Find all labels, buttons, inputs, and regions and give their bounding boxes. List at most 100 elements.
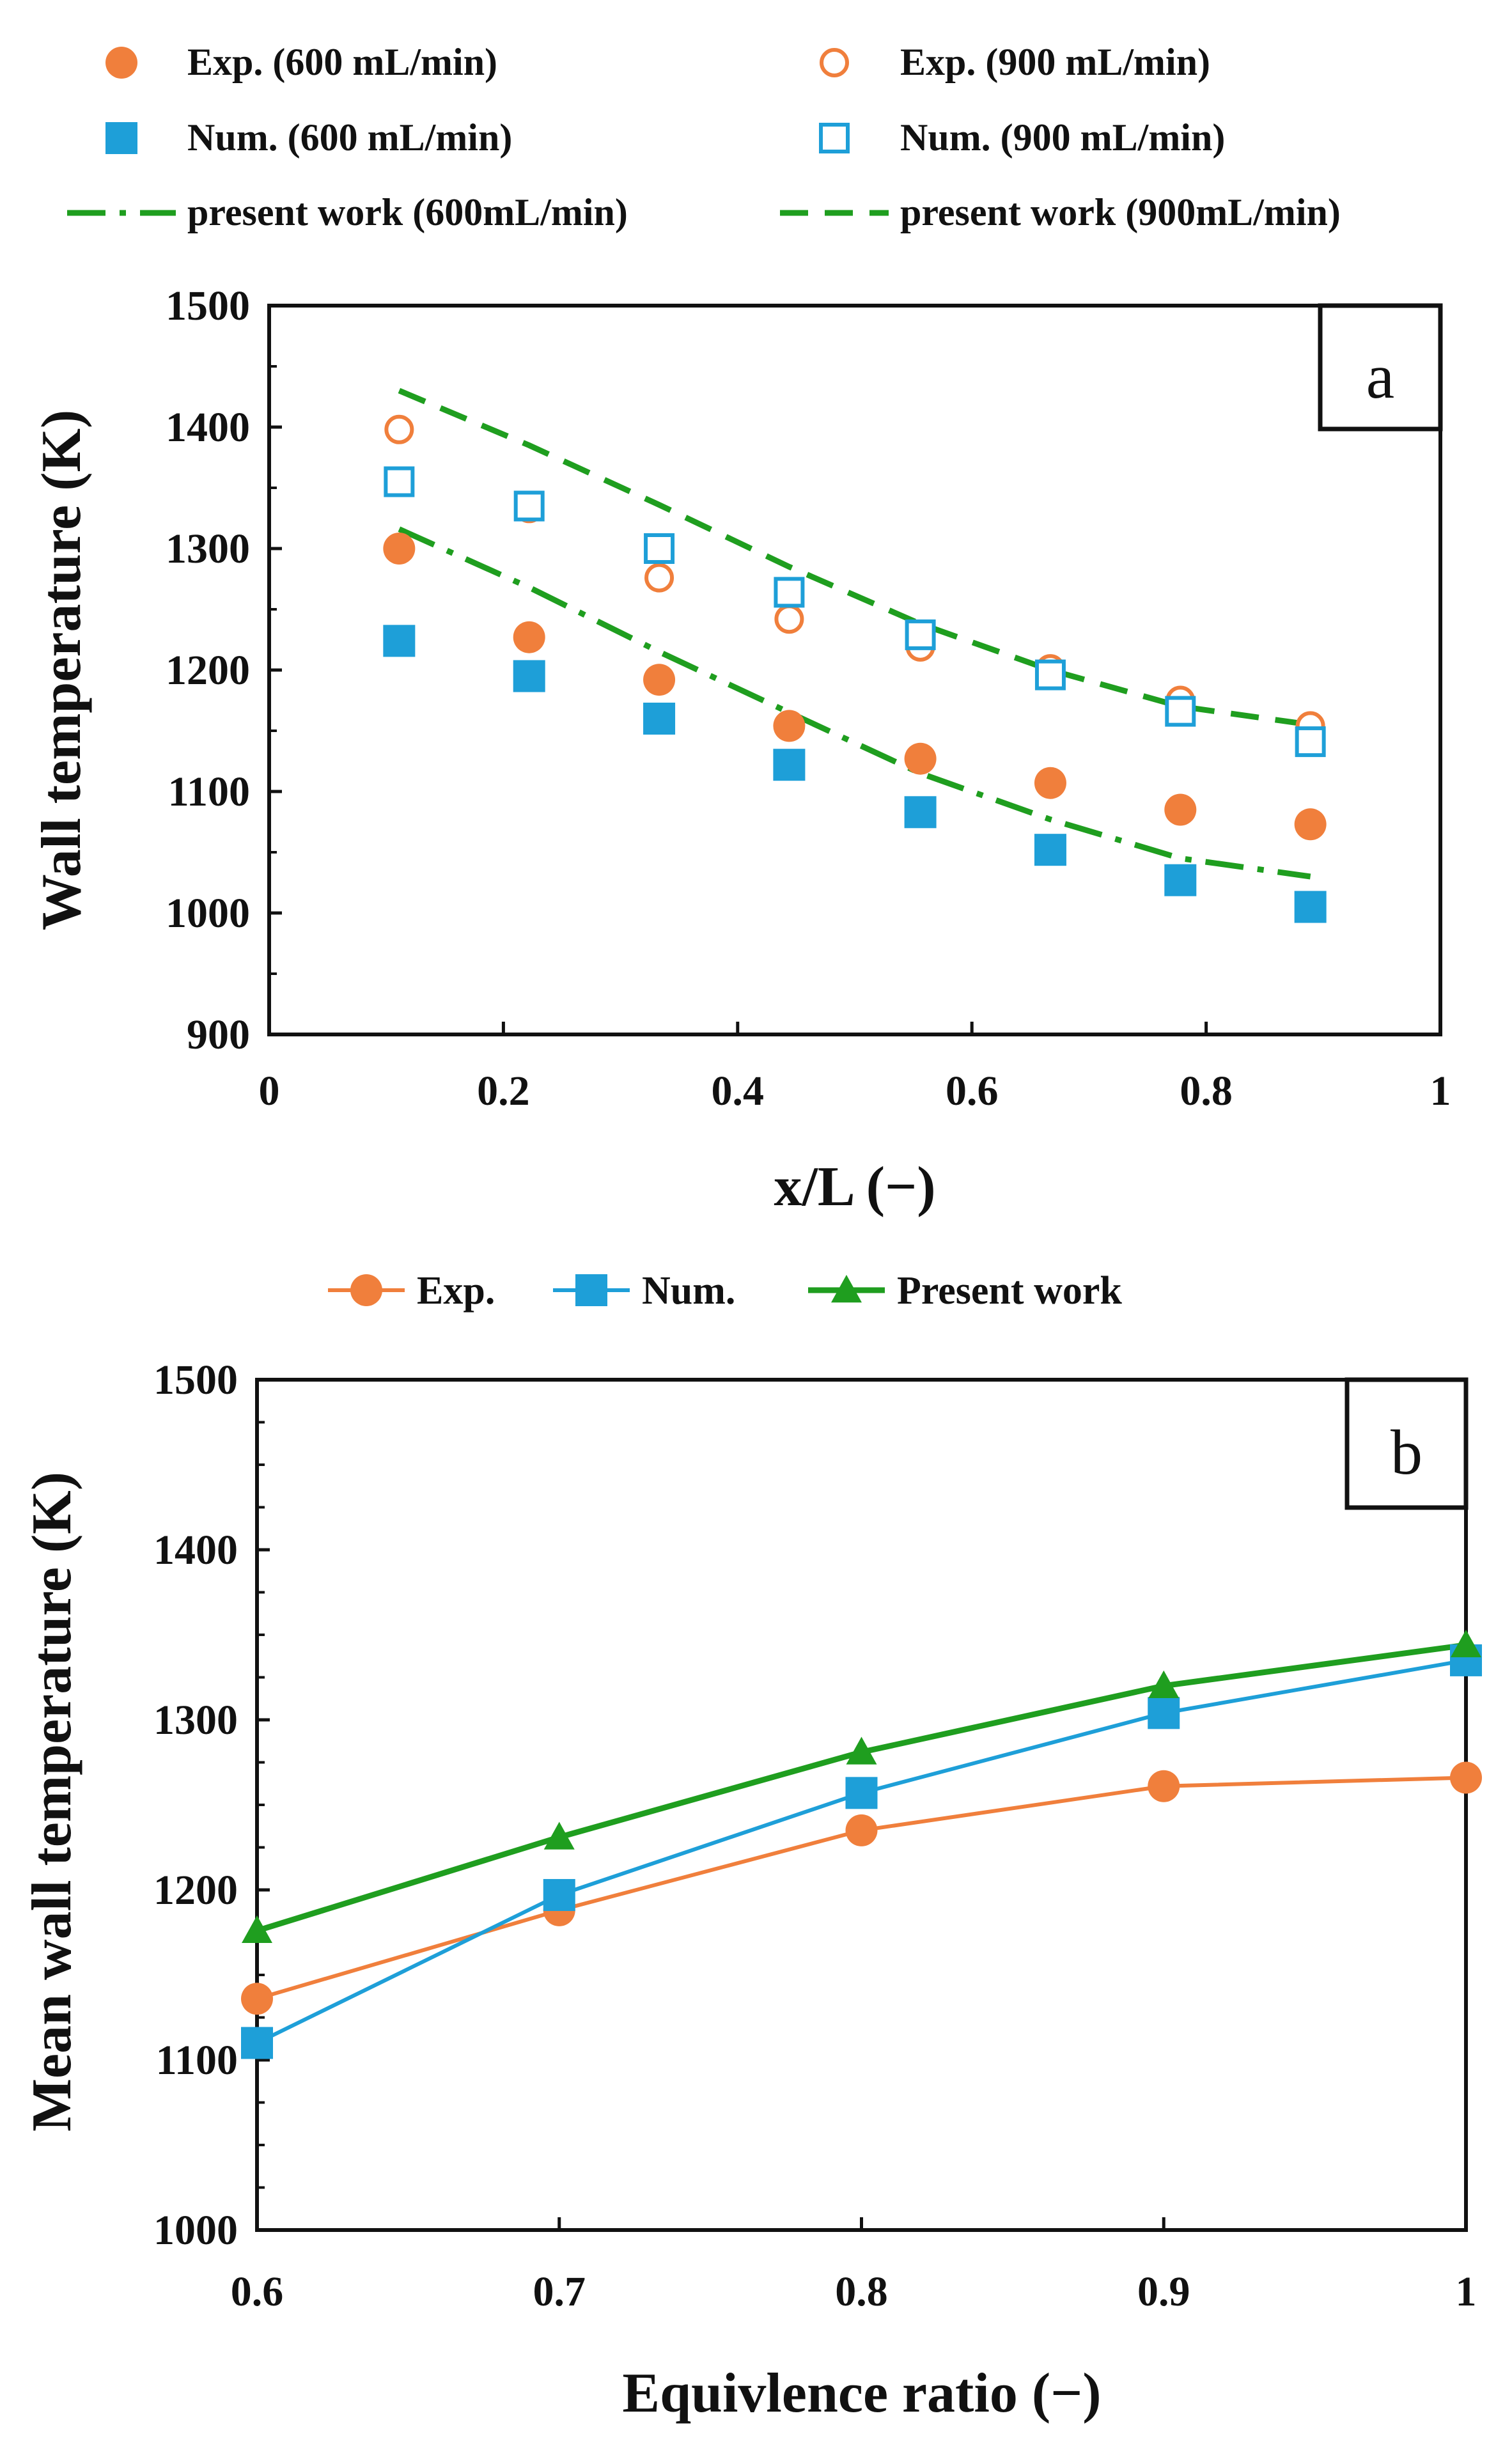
data-point-exp900 xyxy=(384,414,414,444)
legend-label-num: Num. xyxy=(642,1269,735,1313)
legend-symbol-exp xyxy=(328,1274,405,1306)
legend-item-exp: Exp. xyxy=(328,1269,495,1313)
y-tick-label-a: 1000 xyxy=(166,890,250,937)
x-tick-label-a: 1 xyxy=(1430,1068,1451,1114)
x-tick-label-b: 1 xyxy=(1456,2268,1477,2315)
data-point-present xyxy=(1451,1629,1481,1658)
data-point-exp600 xyxy=(1294,808,1327,841)
legend-item-pw600: present work (600mL/min) xyxy=(67,191,628,233)
x-tick-label-b: 0.6 xyxy=(231,2268,284,2315)
legend-a: Exp. (600 mL/min) Exp. (900 mL/min) Num.… xyxy=(67,41,1341,233)
legend-label-exp: Exp. xyxy=(417,1269,495,1313)
legend-label-exp600: Exp. (600 mL/min) xyxy=(187,41,497,83)
data-point-exp xyxy=(1148,1770,1180,1802)
data-point-present xyxy=(242,1915,272,1944)
data-point-num900 xyxy=(905,619,936,650)
legend-label-pw600: present work (600mL/min) xyxy=(187,191,628,233)
y-axis-ticks-a: 900 1000 1100 1200 1300 1400 1500 xyxy=(166,283,282,1058)
x-tick-label-a: 0.2 xyxy=(477,1068,530,1114)
legend-marker-exp600 xyxy=(105,47,137,79)
legend-item-num: Num. xyxy=(553,1269,735,1313)
panel-label-box-b xyxy=(1344,1377,1469,1510)
series-line-exp xyxy=(256,1775,1467,2001)
data-point-num600 xyxy=(643,703,676,735)
data-point-exp xyxy=(241,1983,273,2015)
data-point-num900 xyxy=(1295,726,1326,758)
legend-label-exp900: Exp. (900 mL/min) xyxy=(900,41,1210,83)
x-axis-title-b: Equivlence ratio (−) xyxy=(622,2362,1101,2424)
data-point-num900 xyxy=(384,466,415,497)
legend-symbol-exp600 xyxy=(105,47,137,79)
legend-b: Exp. Num. Present work xyxy=(328,1269,1122,1313)
legend-marker-num600 xyxy=(105,122,137,154)
y-tick-label-a: 1500 xyxy=(166,283,250,329)
legend-symbol-exp900 xyxy=(820,48,849,77)
y-tick-label-b: 1100 xyxy=(156,2037,238,2084)
legend-item-exp900: Exp. (900 mL/min) xyxy=(820,41,1210,83)
series-line-num xyxy=(256,1658,1467,2045)
y-tick-label-a: 1200 xyxy=(166,647,250,694)
data-series-a xyxy=(383,387,1327,923)
y-tick-label-b: 1200 xyxy=(153,1867,238,1914)
series-line-pw900 xyxy=(398,387,1311,728)
legend-item-pw900: present work (900mL/min) xyxy=(780,191,1341,233)
legend-marker-num900 xyxy=(819,123,850,153)
data-point-exp xyxy=(1450,1761,1482,1794)
data-point-exp600 xyxy=(1034,767,1066,799)
legend-item-present: Present work xyxy=(808,1269,1122,1313)
x-tick-label-a: 0 xyxy=(259,1068,280,1114)
legend-symbol-num900 xyxy=(819,123,850,153)
y-axis-title-b: Mean wall temperature (K) xyxy=(21,1472,83,2132)
data-point-num600 xyxy=(1294,891,1327,923)
legend-label-present: Present work xyxy=(897,1269,1122,1313)
data-point-num900 xyxy=(1165,696,1196,727)
y-tick-label-a: 1300 xyxy=(166,526,250,572)
x-axis-title-a: x/L (−) xyxy=(774,1156,935,1218)
data-point-exp600 xyxy=(1164,793,1197,826)
y-tick-label-b: 1300 xyxy=(153,1697,238,1743)
data-point-exp600 xyxy=(643,664,676,696)
data-point-num600 xyxy=(1164,864,1197,896)
data-series-b xyxy=(241,1629,1482,2059)
data-point-exp600 xyxy=(383,533,416,565)
panel-label-a: a xyxy=(1366,341,1394,412)
x-tick-label-a: 0.6 xyxy=(946,1068,999,1114)
data-point-num900 xyxy=(1034,659,1066,690)
y-tick-label-a: 1100 xyxy=(168,768,250,815)
plot-frame-a xyxy=(267,304,1442,1036)
x-tick-label-b: 0.8 xyxy=(835,2268,888,2315)
data-point-num xyxy=(1148,1697,1180,1729)
y-tick-label-b: 1500 xyxy=(153,1357,238,1403)
data-point-num600 xyxy=(513,660,545,692)
y-tick-label-a: 900 xyxy=(187,1011,250,1058)
panel-a-chart: Exp. (600 mL/min) Exp. (900 mL/min) Num.… xyxy=(31,41,1451,1218)
legend-symbol-num xyxy=(553,1274,630,1306)
data-point-exp900 xyxy=(644,563,674,593)
data-point-present xyxy=(1148,1670,1180,1698)
legend-item-num600: Num. (600 mL/min) xyxy=(105,116,512,159)
legend-marker-exp900 xyxy=(820,48,849,77)
x-tick-label-a: 0.8 xyxy=(1180,1068,1233,1114)
data-point-num900 xyxy=(774,577,805,608)
data-point-num600 xyxy=(904,796,937,829)
legend-item-num900: Num. (900 mL/min) xyxy=(819,116,1225,159)
legend-label-pw900: present work (900mL/min) xyxy=(900,191,1341,233)
y-tick-label-a: 1400 xyxy=(166,404,250,451)
data-point-exp600 xyxy=(513,621,545,653)
data-point-num600 xyxy=(383,625,416,657)
legend-marker-present xyxy=(831,1275,862,1303)
legend-label-num900: Num. (900 mL/min) xyxy=(900,116,1225,159)
legend-symbol-present xyxy=(808,1275,885,1303)
x-tick-label-a: 0.4 xyxy=(712,1068,765,1114)
data-point-num xyxy=(543,1878,575,1911)
panel-label-box-a xyxy=(1318,303,1443,432)
data-point-num600 xyxy=(1034,834,1066,866)
legend-item-exp600: Exp. (600 mL/min) xyxy=(105,41,497,83)
data-point-exp600 xyxy=(904,742,937,775)
y-tick-label-b: 1000 xyxy=(153,2207,238,2254)
data-point-num xyxy=(845,1777,878,1809)
x-axis-ticks-b: 0.6 0.7 0.8 0.9 1 xyxy=(231,2217,1477,2315)
panel-b-chart: Exp. Num. Present work 1000 1100 1200 1300 1… xyxy=(21,1269,1482,2424)
y-tick-label-b: 1400 xyxy=(153,1527,238,1573)
y-axis-title-a: Wall temperature (K) xyxy=(31,410,93,931)
